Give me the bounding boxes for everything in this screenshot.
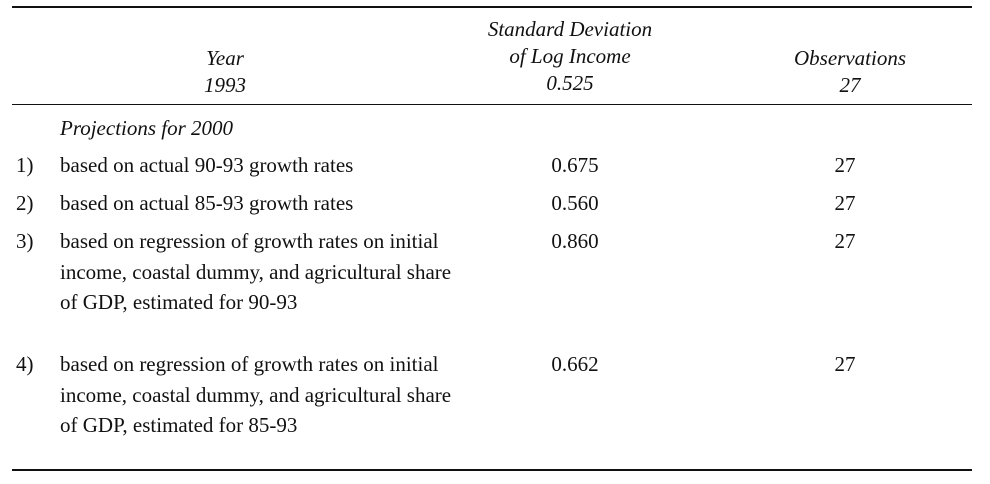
header-divider-rule xyxy=(12,104,972,105)
sd-column-header: Standard Deviation of Log Income 0.525 xyxy=(440,16,700,97)
row-observations: 27 xyxy=(834,352,856,376)
observations-value: 27 xyxy=(839,73,861,97)
year-value: 1993 xyxy=(204,73,246,97)
table-bottom-rule xyxy=(12,469,972,471)
year-column-header: Year 1993 xyxy=(150,45,300,99)
row-observations: 27 xyxy=(834,229,856,253)
observations-column-header: Observations 27 xyxy=(760,45,940,99)
row-number: 4) xyxy=(16,352,34,376)
row-sd-value: 0.675 xyxy=(551,153,599,177)
observations-label: Observations xyxy=(794,46,906,70)
sd-label-line1: Standard Deviation xyxy=(487,17,653,41)
row-sd-value: 0.662 xyxy=(551,352,599,376)
row-sd-value: 0.860 xyxy=(551,229,599,253)
row-observations: 27 xyxy=(834,191,856,215)
row-number: 1) xyxy=(16,153,34,177)
table-top-rule xyxy=(12,6,972,8)
row-number: 3) xyxy=(16,229,34,253)
section-title: Projections for 2000 xyxy=(60,116,234,140)
row-description: based on regression of growth rates on i… xyxy=(60,229,452,314)
row-sd-value: 0.560 xyxy=(551,191,599,215)
year-label: Year xyxy=(206,46,244,70)
row-description: based on actual 85-93 growth rates xyxy=(60,191,354,215)
row-description: based on actual 90-93 growth rates xyxy=(60,153,354,177)
row-number: 2) xyxy=(16,191,34,215)
row-description: based on regression of growth rates on i… xyxy=(60,352,452,437)
sd-value: 0.525 xyxy=(546,71,594,95)
row-observations: 27 xyxy=(834,153,856,177)
sd-label-line2: of Log Income xyxy=(509,44,631,68)
